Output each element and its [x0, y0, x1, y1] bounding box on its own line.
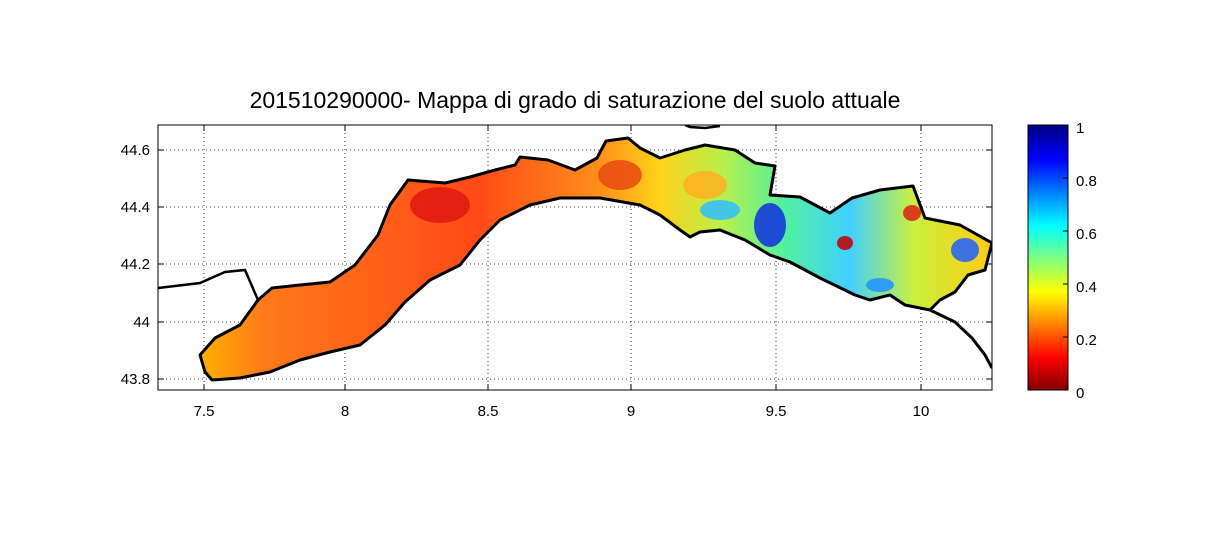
y-tick-label: 44.2 — [121, 256, 150, 273]
colorbar-tick-label: 0.6 — [1076, 226, 1097, 243]
north-border — [684, 125, 721, 130]
axes-frame — [157, 124, 993, 391]
x-tick-labels: 7.5 8 8.5 9 9.5 10 — [194, 403, 930, 420]
y-tick-label: 43.8 — [121, 371, 150, 388]
colorbar-gradient — [1027, 124, 1069, 391]
colorbar: 1 0.8 0.6 0.4 0.2 0 — [1027, 120, 1097, 402]
x-tick-label: 9 — [627, 403, 635, 420]
x-tick-label: 7.5 — [194, 403, 215, 420]
x-axis — [203, 125, 922, 390]
x-tick-label: 10 — [913, 403, 930, 420]
y-tick-labels: 44.6 44.4 44.2 44 43.8 — [121, 142, 150, 388]
saturation-region-liguria — [198, 136, 992, 382]
x-tick-label: 9.5 — [766, 403, 787, 420]
colorbar-tick-label: 0.8 — [1076, 173, 1097, 190]
map-title: 201510290000- Mappa di grado di saturazi… — [250, 87, 901, 113]
saturation-hotspots — [410, 160, 979, 292]
y-axis — [158, 149, 992, 380]
colorbar-tick-label: 0.2 — [1076, 332, 1097, 349]
colorbar-tick-label: 0.4 — [1076, 279, 1097, 296]
map-axes: 7.5 8 8.5 9 9.5 10 44.6 44.4 44.2 44 43.… — [121, 124, 993, 420]
colorbar-tick-label: 1 — [1076, 120, 1084, 137]
y-tick-label: 44.6 — [121, 142, 150, 159]
colorbar-tick-label: 0 — [1076, 385, 1084, 402]
neighbour-border — [158, 268, 260, 301]
colorbar-ticks — [1063, 124, 1068, 391]
y-tick-label: 44 — [133, 314, 150, 331]
coast-extension — [929, 308, 992, 369]
y-tick-label: 44.4 — [121, 199, 150, 216]
x-tick-label: 8.5 — [478, 403, 499, 420]
x-tick-label: 8 — [341, 403, 349, 420]
